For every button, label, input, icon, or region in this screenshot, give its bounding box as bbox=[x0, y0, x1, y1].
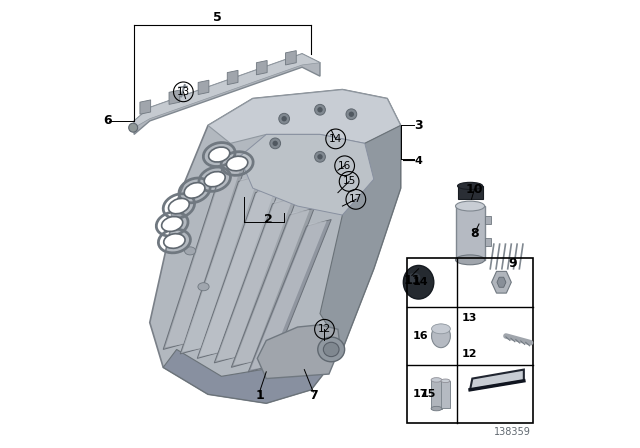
Ellipse shape bbox=[171, 211, 182, 219]
Polygon shape bbox=[200, 187, 276, 356]
Text: 12: 12 bbox=[318, 324, 331, 334]
Polygon shape bbox=[214, 197, 297, 363]
Bar bbox=[431, 380, 442, 409]
Text: 8: 8 bbox=[470, 227, 479, 241]
Ellipse shape bbox=[431, 406, 442, 411]
Polygon shape bbox=[169, 90, 180, 104]
Circle shape bbox=[270, 138, 280, 149]
Polygon shape bbox=[198, 80, 209, 95]
Polygon shape bbox=[497, 277, 506, 287]
Ellipse shape bbox=[168, 198, 189, 214]
Ellipse shape bbox=[227, 156, 248, 171]
Text: 17: 17 bbox=[413, 389, 428, 399]
Circle shape bbox=[315, 151, 325, 162]
Ellipse shape bbox=[441, 379, 450, 383]
Polygon shape bbox=[227, 70, 238, 85]
Ellipse shape bbox=[403, 265, 434, 299]
Polygon shape bbox=[150, 90, 401, 403]
Polygon shape bbox=[216, 198, 292, 361]
Text: 1: 1 bbox=[255, 388, 264, 402]
Ellipse shape bbox=[456, 201, 484, 211]
Ellipse shape bbox=[408, 273, 420, 283]
Polygon shape bbox=[165, 165, 242, 347]
Text: 10: 10 bbox=[466, 182, 483, 196]
Text: 14: 14 bbox=[329, 134, 342, 144]
Text: 16: 16 bbox=[413, 331, 428, 341]
Polygon shape bbox=[180, 175, 263, 354]
Circle shape bbox=[315, 104, 325, 115]
Ellipse shape bbox=[318, 337, 345, 362]
Polygon shape bbox=[134, 54, 320, 134]
Ellipse shape bbox=[184, 247, 196, 255]
Text: 3: 3 bbox=[414, 119, 423, 132]
Circle shape bbox=[282, 116, 287, 121]
Text: 138359: 138359 bbox=[493, 427, 531, 437]
Text: 15: 15 bbox=[342, 177, 356, 186]
Text: 12: 12 bbox=[462, 349, 477, 359]
Bar bbox=[407, 258, 532, 423]
Bar bbox=[441, 381, 450, 408]
Circle shape bbox=[129, 123, 138, 132]
Ellipse shape bbox=[198, 283, 209, 291]
Text: 6: 6 bbox=[103, 114, 111, 128]
Polygon shape bbox=[134, 54, 320, 128]
Polygon shape bbox=[163, 336, 342, 403]
Text: 13: 13 bbox=[177, 87, 190, 97]
Text: 9: 9 bbox=[508, 257, 517, 270]
Circle shape bbox=[279, 113, 289, 124]
Text: 16: 16 bbox=[338, 161, 351, 171]
Bar bbox=[484, 238, 492, 246]
Text: 17: 17 bbox=[349, 194, 362, 204]
Bar bbox=[484, 216, 492, 224]
Ellipse shape bbox=[431, 324, 451, 334]
Ellipse shape bbox=[431, 324, 451, 348]
Polygon shape bbox=[320, 125, 401, 349]
Circle shape bbox=[317, 154, 323, 159]
Polygon shape bbox=[285, 51, 296, 65]
Ellipse shape bbox=[456, 255, 484, 265]
Polygon shape bbox=[208, 90, 401, 143]
Ellipse shape bbox=[431, 378, 442, 382]
Text: 14: 14 bbox=[413, 277, 428, 287]
Polygon shape bbox=[257, 325, 340, 379]
Text: 5: 5 bbox=[212, 11, 221, 25]
Polygon shape bbox=[239, 134, 374, 215]
Circle shape bbox=[346, 109, 356, 120]
Ellipse shape bbox=[164, 234, 185, 248]
Polygon shape bbox=[231, 208, 314, 367]
Ellipse shape bbox=[204, 172, 225, 187]
Circle shape bbox=[349, 112, 354, 117]
Polygon shape bbox=[492, 271, 511, 293]
Text: 11: 11 bbox=[403, 273, 420, 287]
Polygon shape bbox=[251, 221, 327, 370]
Polygon shape bbox=[163, 164, 246, 349]
Ellipse shape bbox=[323, 342, 339, 357]
Ellipse shape bbox=[184, 183, 205, 198]
Ellipse shape bbox=[209, 147, 230, 162]
Ellipse shape bbox=[162, 216, 182, 232]
Text: 2: 2 bbox=[264, 213, 273, 226]
Polygon shape bbox=[248, 220, 332, 372]
Circle shape bbox=[273, 141, 278, 146]
Polygon shape bbox=[456, 206, 484, 260]
Text: 7: 7 bbox=[309, 388, 317, 402]
Polygon shape bbox=[140, 100, 150, 114]
Circle shape bbox=[317, 107, 323, 112]
Text: 15: 15 bbox=[421, 389, 436, 399]
Polygon shape bbox=[197, 186, 280, 358]
Ellipse shape bbox=[458, 182, 483, 190]
Text: 4: 4 bbox=[415, 156, 422, 166]
Polygon shape bbox=[257, 60, 267, 75]
Text: 13: 13 bbox=[462, 313, 477, 323]
Bar bbox=[458, 186, 483, 199]
Polygon shape bbox=[234, 210, 310, 365]
Polygon shape bbox=[182, 176, 259, 352]
Polygon shape bbox=[470, 370, 524, 390]
